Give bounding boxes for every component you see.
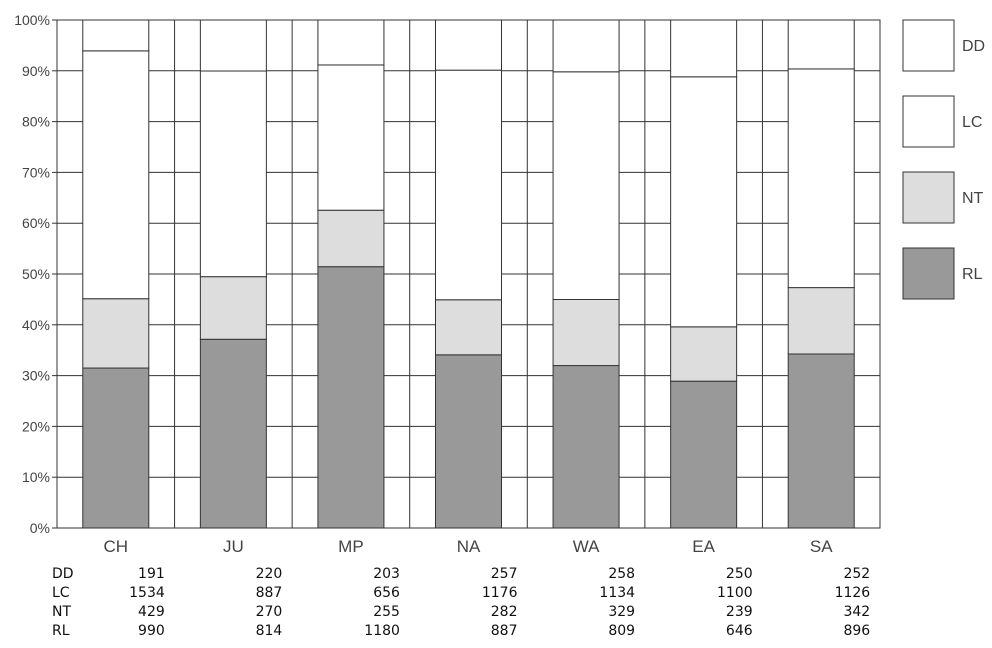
legend-swatch-lc (902, 95, 955, 148)
y-tick-label: 70% (22, 164, 50, 180)
x-tick-label: MP (338, 537, 364, 556)
bar-lc-wa (552, 71, 620, 301)
table-cell: 255 (373, 604, 400, 620)
data-table: DD 191 220 203 257 258 250 252 LC 1534 887 656 1176 1… (52, 566, 870, 639)
bar-lc-ju (199, 70, 267, 278)
x-tick-label: SA (810, 537, 833, 556)
table-row-label: DD (52, 566, 74, 582)
bar-rl-ju (199, 338, 267, 529)
bar-dd-mp (317, 19, 385, 66)
legend-label-lc: LC (962, 114, 982, 131)
table-cell: 887 (491, 623, 518, 639)
legend-swatch-dd (902, 19, 955, 72)
table-cell: 270 (256, 604, 283, 620)
table-cell: 282 (491, 604, 518, 620)
table-cell: 429 (138, 604, 165, 620)
y-tick-label: 40% (22, 317, 50, 333)
table-cell: 191 (138, 566, 165, 582)
bar-lc-na (435, 69, 502, 301)
legend-label-rl: RL (962, 266, 983, 283)
bar-dd-ju (199, 19, 267, 72)
bar-dd-wa (552, 19, 620, 73)
bar-dd-na (435, 19, 502, 71)
y-tick-label: 20% (22, 418, 50, 434)
bar-dd-sa (787, 19, 855, 70)
bar-rl-mp (317, 266, 385, 529)
y-tick-label: 100% (14, 12, 50, 28)
x-tick-label: NA (457, 537, 481, 556)
bar-nt-ju (199, 276, 267, 340)
y-tick-label: 60% (22, 215, 50, 231)
bar-rl-sa (787, 353, 855, 529)
table-cell: 887 (256, 585, 283, 601)
bar-lc-ch (82, 50, 150, 300)
x-tick-label: WA (573, 537, 600, 556)
table-cell: 809 (608, 623, 635, 639)
legend: DD LC NT RL (902, 19, 985, 300)
bar-rl-ch (82, 367, 150, 529)
bar-nt-ch (82, 298, 150, 369)
y-tick-label: 0% (30, 520, 50, 536)
table-cell: 342 (843, 604, 870, 620)
bar-rl-wa (552, 365, 620, 529)
bar-nt-sa (787, 287, 855, 355)
y-tick-label: 30% (22, 368, 50, 384)
bar-rl-na (435, 354, 502, 529)
bar-nt-mp (317, 209, 385, 268)
bar-lc-sa (787, 68, 855, 289)
x-tick-label: CH (104, 537, 129, 556)
table-cell: 252 (843, 566, 870, 582)
table-cell: 896 (843, 623, 870, 639)
bar-nt-ea (670, 326, 738, 382)
bar-dd-ch (82, 19, 150, 52)
bar-rl-ea (670, 380, 738, 529)
y-tick-label: 80% (22, 114, 50, 130)
bar-nt-na (435, 299, 502, 356)
table-cell: 990 (138, 623, 165, 639)
table-cell: 656 (373, 585, 400, 601)
bar-lc-ea (670, 76, 738, 328)
table-cell: 329 (608, 604, 635, 620)
table-cell: 1534 (129, 585, 165, 601)
y-tick-label: 90% (22, 63, 50, 79)
y-tick-label: 50% (22, 266, 50, 282)
table-cell: 250 (726, 566, 753, 582)
bar-nt-wa (552, 299, 620, 367)
legend-label-dd: DD (962, 38, 985, 55)
legend-label-nt: NT (962, 190, 984, 207)
table-cell: 814 (256, 623, 283, 639)
table-cell: 1126 (835, 585, 871, 601)
table-cell: 1176 (482, 585, 518, 601)
y-tick-label: 10% (22, 469, 50, 485)
x-tick-label: JU (223, 537, 244, 556)
legend-swatch-rl (902, 247, 955, 300)
axes: 0% 10% 20% 30% 40% 50% 60% 70% 80% 90% 100% CH JU MP N… (14, 12, 881, 556)
table-row-label: NT (52, 604, 71, 620)
bar-dd-ea (670, 19, 738, 78)
table-cell: 239 (726, 604, 753, 620)
table-cell: 646 (726, 623, 753, 639)
plot-frame (56, 19, 881, 529)
table-cell: 1100 (717, 585, 753, 601)
x-tick-label: EA (692, 537, 715, 556)
table-cell: 1134 (599, 585, 635, 601)
bar-lc-mp (317, 64, 385, 211)
table-row-label: LC (52, 585, 70, 601)
table-cell: 1180 (364, 623, 400, 639)
table-cell: 258 (608, 566, 635, 582)
legend-swatch-nt (902, 171, 955, 224)
table-cell: 203 (373, 566, 400, 582)
table-row-label: RL (52, 623, 70, 639)
table-cell: 257 (491, 566, 518, 582)
table-cell: 220 (256, 566, 283, 582)
